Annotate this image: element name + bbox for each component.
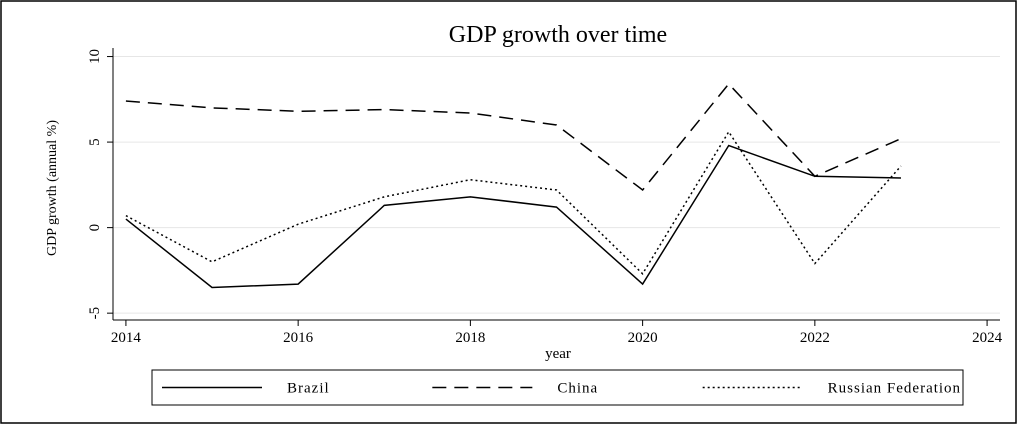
x-tick-label: 2018 <box>455 330 485 346</box>
y-tick-label: 5 <box>87 138 103 146</box>
legend-label: China <box>557 381 598 397</box>
line <box>125 144 901 289</box>
line <box>125 130 902 276</box>
legend-label: Russian Federation <box>828 381 961 397</box>
x-axis-title: year <box>545 346 571 362</box>
chart-title: GDP growth over time <box>449 22 667 48</box>
y-axis-title: GDP growth (annual %) <box>45 120 60 256</box>
legend-label: Brazil <box>287 381 330 397</box>
y-tick-label: -5 <box>87 307 103 320</box>
line <box>125 82 902 192</box>
x-tick-label: 2024 <box>972 330 1003 346</box>
x-tick-label: 2014 <box>111 330 142 346</box>
legend-box <box>151 369 964 406</box>
y-tick-label: 10 <box>87 49 103 64</box>
x-tick-label: 2016 <box>283 330 314 346</box>
x-tick-label: 2020 <box>628 330 658 346</box>
x-tick-label: 2022 <box>800 330 830 346</box>
y-tick-label: 0 <box>87 224 103 232</box>
